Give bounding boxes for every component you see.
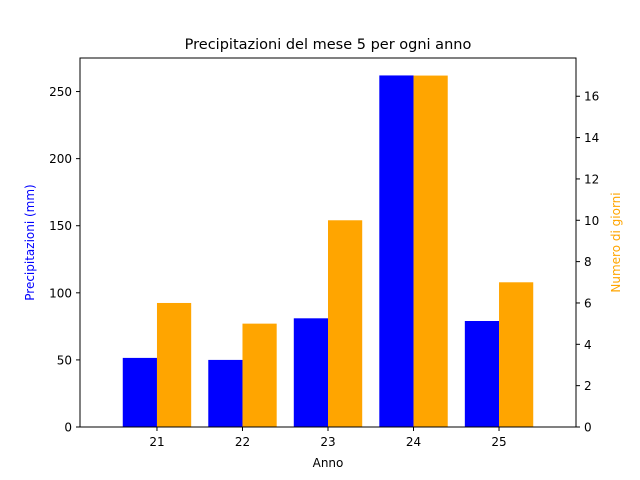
precip-bar-24 (379, 75, 414, 427)
days-bar-23 (328, 220, 363, 427)
chart-title: Precipitazioni del mese 5 per ogni anno (185, 37, 472, 53)
days-bar-25 (499, 282, 534, 427)
days-bar-21 (156, 302, 192, 427)
x-axis-ticks: 21 22 23 24 25 (149, 427, 507, 449)
precip-bar-21 (122, 357, 157, 427)
y-right-tick-label: 10 (584, 214, 599, 228)
y-left-tick-label: 200 (49, 152, 72, 166)
y-left-tick-label: 0 (64, 421, 72, 435)
y-right-tick-label: 0 (584, 421, 592, 435)
y-right-tick-label: 6 (584, 296, 592, 310)
y-left-tick-label: 100 (49, 286, 72, 300)
y-left-axis-ticks: 0 50 100 150 200 250 (49, 85, 80, 435)
y-right-axis-label: Numero di giorni (609, 192, 623, 292)
x-tick-label: 25 (491, 435, 506, 449)
x-axis-label: Anno (313, 456, 344, 470)
y-left-tick-label: 50 (57, 353, 72, 367)
days-bar-22 (242, 323, 277, 427)
precip-bar-23 (293, 318, 328, 427)
x-tick-label: 22 (235, 435, 250, 449)
x-tick-label: 24 (406, 435, 421, 449)
y-left-tick-label: 150 (49, 219, 72, 233)
y-right-tick-label: 2 (584, 379, 592, 393)
y-right-tick-label: 16 (584, 90, 599, 104)
x-tick-label: 21 (149, 435, 164, 449)
y-left-axis-label: Precipitazioni (mm) (23, 184, 37, 301)
y-right-tick-label: 4 (584, 338, 592, 352)
precip-bar-22 (208, 359, 243, 427)
y-left-tick-label: 250 (49, 85, 72, 99)
precip-bar-25 (464, 321, 500, 427)
days-bar-24 (413, 75, 448, 427)
y-right-axis-ticks: 0 2 4 6 8 10 12 14 16 (576, 90, 599, 435)
y-right-tick-label: 8 (584, 255, 592, 269)
x-tick-label: 23 (320, 435, 335, 449)
y-right-tick-label: 14 (584, 131, 599, 145)
bars-layer (122, 75, 534, 427)
y-right-tick-label: 12 (584, 172, 599, 186)
